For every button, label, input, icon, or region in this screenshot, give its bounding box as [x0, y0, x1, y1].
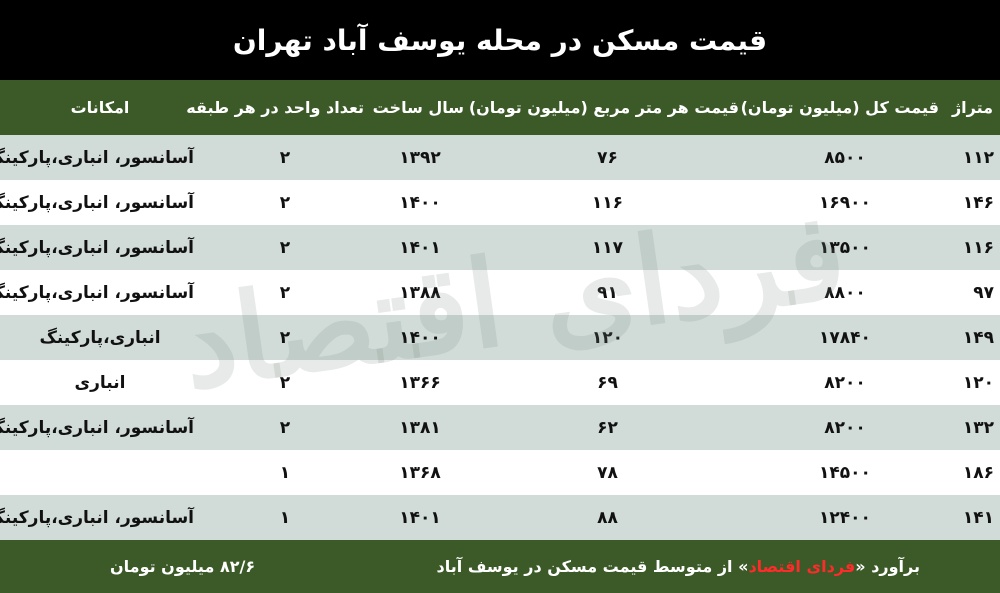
header-price-per-m2: قیمت هر متر مربع (میلیون تومان)	[469, 80, 745, 135]
cell-total-price: ۱۳۵۰۰	[745, 225, 945, 270]
table-row: ۱۳۲ ۸۲۰۰ ۶۲ ۱۳۸۱ ۲ آسانسور، انباری،پارکینگ	[0, 405, 1000, 450]
cell-price-per-m2: ۷۶	[470, 135, 745, 180]
footer-prefix: برآورد «	[855, 557, 920, 576]
header-area: متراژ	[945, 80, 1000, 135]
header-total-price: قیمت کل (میلیون تومان)	[741, 80, 945, 135]
table-row: ۱۴۹ ۱۷۸۴۰ ۱۲۰ ۱۴۰۰ ۲ انباری،پارکینگ	[0, 315, 1000, 360]
cell-build-year: ۱۳۸۸	[370, 270, 470, 315]
cell-area: ۱۸۶	[945, 450, 1000, 495]
footer-brand: فردای اقتصاد	[748, 557, 856, 576]
cell-build-year: ۱۳۸۱	[370, 405, 470, 450]
cell-area: ۱۱۲	[945, 135, 1000, 180]
cell-area: ۱۳۲	[945, 405, 1000, 450]
cell-price-per-m2: ۱۱۷	[470, 225, 745, 270]
header-units-per-floor: تعداد واحد در هر طبقه	[186, 80, 370, 135]
cell-amenities: آسانسور، انباری،پارکینگ	[0, 270, 200, 315]
cell-amenities: آسانسور، انباری،پارکینگ	[0, 405, 200, 450]
cell-price-per-m2: ۱۱۶	[470, 180, 745, 225]
cell-area: ۱۴۹	[945, 315, 1000, 360]
cell-units-per-floor: ۲	[200, 270, 370, 315]
cell-price-per-m2: ۶۹	[470, 360, 745, 405]
cell-total-price: ۸۸۰۰	[745, 270, 945, 315]
cell-units-per-floor: ۱	[200, 495, 370, 540]
footer-note: برآورد «فردای اقتصاد» از متوسط قیمت مسکن…	[437, 557, 1000, 576]
cell-area: ۹۷	[945, 270, 1000, 315]
cell-units-per-floor: ۱	[200, 450, 370, 495]
cell-total-price: ۱۷۸۴۰	[745, 315, 945, 360]
cell-area: ۱۲۰	[945, 360, 1000, 405]
cell-amenities: آسانسور، انباری،پارکینگ	[0, 180, 200, 225]
cell-total-price: ۸۲۰۰	[745, 405, 945, 450]
header-row: متراژ قیمت کل (میلیون تومان) قیمت هر متر…	[0, 80, 1000, 135]
cell-price-per-m2: ۷۸	[470, 450, 745, 495]
table-row: ۱۴۱ ۱۲۴۰۰ ۸۸ ۱۴۰۱ ۱ آسانسور، انباری،پارکینگ	[0, 495, 1000, 540]
table-row: ۹۷ ۸۸۰۰ ۹۱ ۱۳۸۸ ۲ آسانسور، انباری،پارکینگ	[0, 270, 1000, 315]
cell-total-price: ۸۲۰۰	[745, 360, 945, 405]
cell-amenities: انباری،پارکینگ	[0, 315, 200, 360]
page-title: قیمت مسکن در محله یوسف آباد تهران	[0, 0, 1000, 80]
price-table: متراژ قیمت کل (میلیون تومان) قیمت هر متر…	[0, 80, 1000, 540]
cell-area: ۱۱۶	[945, 225, 1000, 270]
cell-units-per-floor: ۲	[200, 315, 370, 360]
table-row: ۱۱۲ ۸۵۰۰ ۷۶ ۱۳۹۲ ۲ آسانسور، انباری،پارکینگ	[0, 135, 1000, 180]
cell-total-price: ۸۵۰۰	[745, 135, 945, 180]
cell-build-year: ۱۴۰۱	[370, 495, 470, 540]
header-amenities: امکانات	[0, 80, 200, 135]
cell-total-price: ۱۶۹۰۰	[745, 180, 945, 225]
cell-price-per-m2: ۶۲	[470, 405, 745, 450]
cell-build-year: ۱۴۰۰	[370, 180, 470, 225]
cell-price-per-m2: ۹۱	[470, 270, 745, 315]
cell-area: ۱۴۱	[945, 495, 1000, 540]
cell-amenities: آسانسور، انباری،پارکینگ	[0, 135, 200, 180]
cell-amenities	[0, 450, 200, 495]
cell-units-per-floor: ۲	[200, 135, 370, 180]
footer-average-value: ۸۲/۶ میلیون تومان	[110, 557, 256, 576]
cell-units-per-floor: ۲	[200, 405, 370, 450]
cell-total-price: ۱۲۴۰۰	[745, 495, 945, 540]
cell-total-price: ۱۴۵۰۰	[745, 450, 945, 495]
cell-amenities: انباری	[0, 360, 200, 405]
footer-suffix: » از متوسط قیمت مسکن در یوسف آباد	[436, 557, 749, 576]
cell-units-per-floor: ۲	[200, 180, 370, 225]
table-row: ۱۴۶ ۱۶۹۰۰ ۱۱۶ ۱۴۰۰ ۲ آسانسور، انباری،پارکینگ	[0, 180, 1000, 225]
cell-amenities: آسانسور، انباری،پارکینگ	[0, 495, 200, 540]
cell-amenities: آسانسور، انباری،پارکینگ	[0, 225, 200, 270]
table-row: ۱۲۰ ۸۲۰۰ ۶۹ ۱۳۶۶ ۲ انباری	[0, 360, 1000, 405]
cell-build-year: ۱۳۶۸	[370, 450, 470, 495]
cell-build-year: ۱۳۹۲	[370, 135, 470, 180]
header-build-year: سال ساخت	[370, 80, 470, 135]
cell-price-per-m2: ۱۲۰	[470, 315, 745, 360]
cell-build-year: ۱۴۰۰	[370, 315, 470, 360]
table-row: ۱۸۶ ۱۴۵۰۰ ۷۸ ۱۳۶۸ ۱	[0, 450, 1000, 495]
cell-build-year: ۱۳۶۶	[370, 360, 470, 405]
table-row: ۱۱۶ ۱۳۵۰۰ ۱۱۷ ۱۴۰۱ ۲ آسانسور، انباری،پارکینگ	[0, 225, 1000, 270]
cell-area: ۱۴۶	[945, 180, 1000, 225]
footer: برآورد «فردای اقتصاد» از متوسط قیمت مسکن…	[0, 540, 1000, 593]
cell-price-per-m2: ۸۸	[470, 495, 745, 540]
cell-build-year: ۱۴۰۱	[370, 225, 470, 270]
cell-units-per-floor: ۲	[200, 360, 370, 405]
cell-units-per-floor: ۲	[200, 225, 370, 270]
